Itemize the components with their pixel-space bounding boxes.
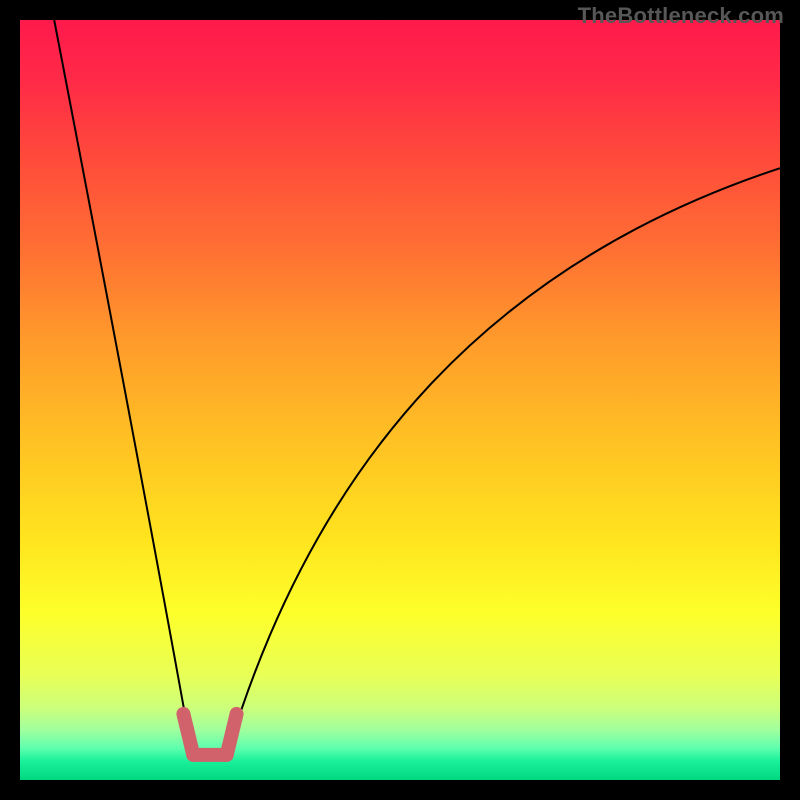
bottleneck-curve-left — [54, 20, 191, 748]
plot-area — [20, 20, 780, 780]
watermark-text: TheBottleneck.com — [578, 3, 784, 29]
chart-svg — [20, 20, 780, 780]
dip-marker-right — [227, 714, 237, 755]
bottleneck-curve-right — [229, 168, 780, 748]
chart-frame: TheBottleneck.com — [0, 0, 800, 800]
